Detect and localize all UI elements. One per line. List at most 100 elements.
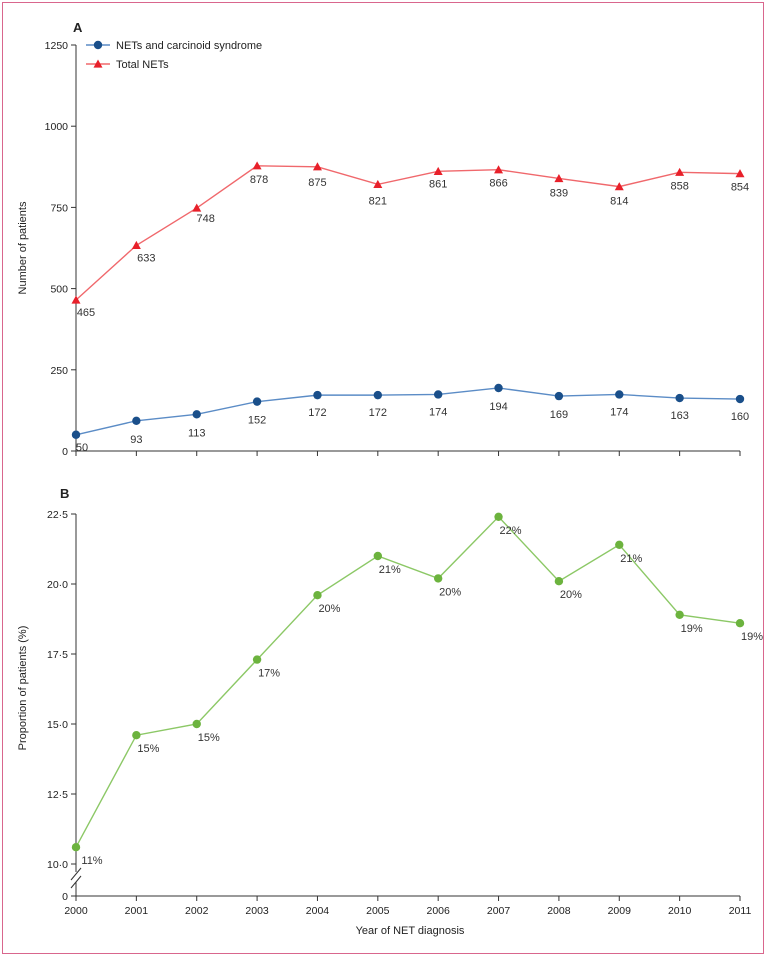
panel-a-data-label: 821 — [369, 195, 387, 207]
panel-b-point — [252, 655, 262, 664]
panel-a-carcinoid-point — [252, 397, 262, 406]
panel-b-point — [132, 731, 141, 740]
panel-a-data-label: 854 — [731, 182, 749, 194]
panel-a-carcinoid-point — [735, 394, 745, 404]
panel-a-data-label: 633 — [137, 252, 155, 264]
x-tick-label: 2006 — [427, 905, 451, 917]
panel-b-data-label: 21% — [379, 564, 401, 576]
panel-a-legend: NETs and carcinoid syndrome Total NETs — [86, 40, 262, 71]
panel-a-data-label: 839 — [550, 187, 568, 199]
x-tick-label: 2010 — [668, 905, 692, 917]
panel-a-series-line-0 — [75, 387, 741, 436]
panel-a-total-point — [71, 295, 81, 304]
axis-break-mark — [70, 875, 82, 889]
panel-a-carcinoid-point — [71, 430, 81, 439]
panel-a-data-label: 152 — [248, 415, 266, 427]
panel-b-y-tick-label: 12·5 — [47, 789, 68, 801]
panel-b-point — [735, 619, 745, 628]
legend-label: Total NETs — [116, 59, 169, 71]
panel-a-data-label: 194 — [489, 401, 507, 413]
panel-a-y-tick-label: 1250 — [45, 40, 69, 52]
panel-a-data-label: 172 — [308, 407, 326, 419]
panel-a-carcinoid-point — [132, 416, 141, 425]
panel-b-point — [554, 577, 564, 586]
panel-b-plot: 0 10·0 12·5 15·0 17·5 20·0 22·5 2000 2001 2002 200… — [47, 509, 763, 917]
panel-b-data-label: 22% — [500, 525, 522, 537]
panel-a-carcinoid-point — [675, 393, 684, 403]
panel-a-total-point — [554, 173, 564, 183]
panel-a-data-label: 174 — [610, 406, 628, 418]
panel-a-y-tick-label: 750 — [50, 202, 68, 214]
panel-a-plot: 0 250 500 750 1000 1250 50 93 113 152 172 172 174 194… — [45, 40, 750, 458]
panel-b-point — [373, 551, 383, 561]
panel-b-data-label: 19% — [741, 631, 763, 643]
panel-b-series-line — [75, 515, 741, 848]
panel-b-point — [615, 540, 624, 549]
x-tick-label: 2002 — [185, 905, 209, 917]
panel-b-point — [313, 591, 322, 600]
panel-a-data-label: 93 — [130, 434, 142, 446]
x-tick-label: 2005 — [366, 905, 390, 917]
x-axis-title: Year of NET diagnosis — [356, 925, 465, 937]
panel-a-total-point — [312, 162, 322, 171]
panel-b-point — [433, 574, 443, 583]
panel-a-y-tick-label: 250 — [50, 365, 68, 377]
panel-b-y-tick-label: 20·0 — [47, 579, 68, 591]
panel-a-data-label: 465 — [77, 307, 95, 319]
panel-a-data-label: 814 — [610, 196, 628, 208]
panel-a-data-label: 858 — [670, 180, 688, 192]
panel-b-point — [675, 610, 684, 619]
x-tick-label: 2004 — [306, 905, 330, 917]
panel-b-y-tick-label: 17·5 — [47, 649, 68, 661]
panel-a-data-label: 172 — [369, 407, 387, 419]
panel-b-data-label: 15% — [137, 743, 159, 755]
panel-a-y-tick-label: 0 — [62, 446, 68, 458]
legend-label: NETs and carcinoid syndrome — [116, 40, 262, 52]
panel-b-letter: B — [60, 486, 69, 501]
panel-a-total-point — [192, 203, 202, 212]
panel-a-total-point — [494, 165, 504, 174]
panel-b-y-tick-label: 22·5 — [47, 509, 68, 521]
panel-a-data-label: 174 — [429, 406, 447, 418]
panel-b-point — [71, 843, 81, 852]
panel-b-data-label: 20% — [439, 586, 461, 598]
panel-a-letter: A — [73, 20, 83, 35]
panel-a-series-line-1 — [75, 165, 741, 301]
panel-a-carcinoid-point — [615, 390, 624, 399]
x-tick-label: 2003 — [245, 905, 269, 917]
panel-b-data-label: 17% — [258, 668, 280, 680]
panel-a-data-label: 861 — [429, 178, 447, 190]
panel-a-carcinoid-point — [373, 390, 383, 400]
panel-a-data-label: 113 — [188, 427, 206, 439]
x-tick-label: 2000 — [64, 905, 88, 917]
panel-a-data-label: 169 — [550, 409, 568, 421]
panel-b-data-label: 15% — [198, 732, 220, 744]
panel-b-data-label: 19% — [681, 623, 703, 635]
panel-b-data-label: 20% — [560, 589, 582, 601]
panel-b-y-axis-title: Proportion of patients (%) — [17, 626, 29, 751]
panel-b-point — [494, 512, 503, 521]
panel-a-total-point — [373, 179, 383, 188]
panel-a-data-label: 878 — [250, 174, 268, 186]
panel-a-total-point — [675, 167, 685, 176]
x-tick-label: 2008 — [547, 905, 571, 917]
panel-a-total-point — [131, 240, 141, 250]
panel-b-y-tick-label: 10·0 — [47, 859, 68, 871]
panel-a-y-axis-title: Number of patients — [17, 201, 29, 294]
panel-a-data-label: 866 — [489, 178, 507, 190]
x-tick-label: 2011 — [729, 905, 752, 917]
panel-a-carcinoid-point — [433, 390, 443, 399]
panel-b-point — [192, 719, 201, 729]
panel-b-data-label: 11% — [81, 855, 102, 867]
panel-a-total-point — [735, 169, 745, 178]
panel-a-carcinoid-point — [313, 390, 322, 400]
legend-circle-marker — [93, 40, 103, 50]
panel-a-data-label: 50 — [76, 442, 88, 454]
legend-triangle-marker — [93, 59, 103, 68]
panel-a-carcinoid-point — [554, 391, 564, 401]
panel-b-y-tick-label: 15·0 — [47, 719, 68, 731]
panel-b-zero-tick-label: 0 — [62, 891, 68, 903]
panel-a-y-tick-label: 1000 — [45, 121, 69, 133]
